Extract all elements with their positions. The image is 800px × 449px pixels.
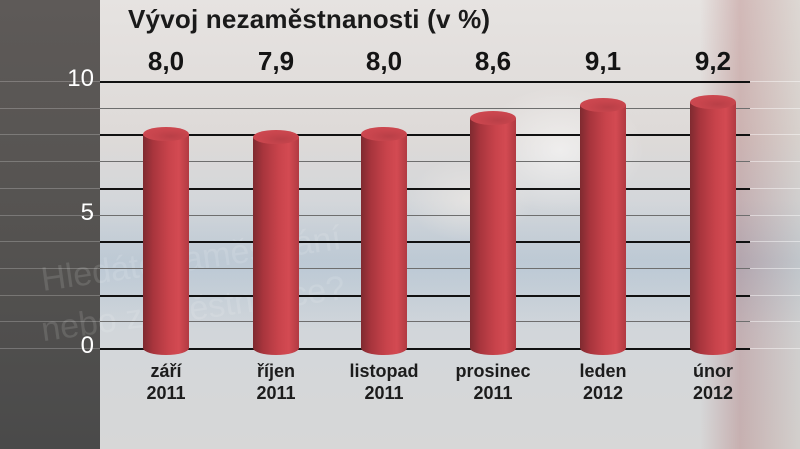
category-month: leden (579, 361, 627, 381)
bar (253, 130, 299, 355)
category-month: prosinec (455, 361, 531, 381)
bar-body (143, 134, 189, 348)
bar (580, 98, 626, 355)
category-year: 2012 (692, 383, 734, 403)
bar-body (470, 118, 516, 348)
y-axis-panel (0, 0, 100, 449)
category-label: prosinec 2011 (438, 360, 548, 404)
bar-body (690, 102, 736, 348)
category-year: 2011 (473, 383, 513, 403)
category-month: říjen (256, 361, 295, 381)
bar-cap (361, 127, 407, 142)
right-gridline (750, 161, 800, 162)
bar-body (253, 137, 299, 348)
right-gridline (750, 215, 800, 216)
y-tick-label: 10 (67, 65, 94, 92)
bar-cap (470, 111, 516, 126)
bar-body (580, 105, 626, 348)
bar (470, 111, 516, 355)
bar-cap (253, 130, 299, 145)
gridline (100, 188, 750, 190)
right-gridline (750, 348, 800, 349)
gridline (100, 321, 750, 322)
y-tick-label: 5 (80, 198, 94, 226)
right-gridline (750, 321, 800, 322)
category-label: únor 2012 (658, 360, 768, 404)
panel-gridline (0, 241, 100, 242)
category-month: listopad (349, 361, 419, 381)
panel-gridline (0, 161, 100, 162)
value-label: 7,9 (257, 46, 295, 76)
category-year: 2011 (256, 383, 296, 403)
value-label: 9,1 (584, 46, 622, 76)
gridline (100, 215, 750, 216)
bar (361, 127, 407, 355)
gridline (100, 241, 750, 243)
category-month: únor (693, 361, 733, 381)
gridline (100, 108, 750, 109)
bar (690, 95, 736, 355)
chart-title: Vývoj nezaměstnanosti (v %) (128, 4, 491, 34)
panel-gridline (0, 348, 100, 349)
category-year: 2011 (146, 383, 186, 403)
value-label: 8,0 (147, 46, 185, 76)
gridline (100, 134, 750, 136)
right-gridline (750, 295, 800, 296)
panel-gridline (0, 188, 100, 189)
right-gridline (750, 108, 800, 109)
category-year: 2011 (364, 383, 404, 403)
panel-gridline (0, 321, 100, 322)
gridline (100, 348, 750, 350)
value-label: 8,6 (474, 46, 512, 76)
right-gridline (750, 81, 800, 82)
right-gridline (750, 241, 800, 242)
bar (143, 127, 189, 355)
panel-gridline (0, 134, 100, 135)
bar-cap (143, 127, 189, 142)
right-gridline (750, 268, 800, 269)
category-label: září 2011 (111, 360, 221, 404)
value-label: 9,2 (694, 46, 732, 76)
category-label: leden 2012 (548, 360, 658, 404)
right-gridline (750, 188, 800, 189)
panel-gridline (0, 295, 100, 296)
value-label: 8,0 (365, 46, 403, 76)
bar-cap (580, 98, 626, 113)
category-label: listopad 2011 (329, 360, 439, 404)
category-label: říjen 2011 (221, 360, 331, 404)
panel-gridline (0, 268, 100, 269)
panel-gridline (0, 215, 100, 216)
bar-body (361, 134, 407, 348)
panel-gridline (0, 108, 100, 109)
gridline (100, 295, 750, 297)
panel-gridline (0, 81, 100, 82)
gridline (100, 161, 750, 162)
right-gridline (750, 134, 800, 135)
gridline (100, 268, 750, 269)
category-month: září (150, 361, 182, 381)
gridline (100, 81, 750, 83)
bar-cap (690, 95, 736, 110)
category-year: 2012 (582, 383, 624, 403)
y-tick-label: 0 (80, 332, 94, 359)
